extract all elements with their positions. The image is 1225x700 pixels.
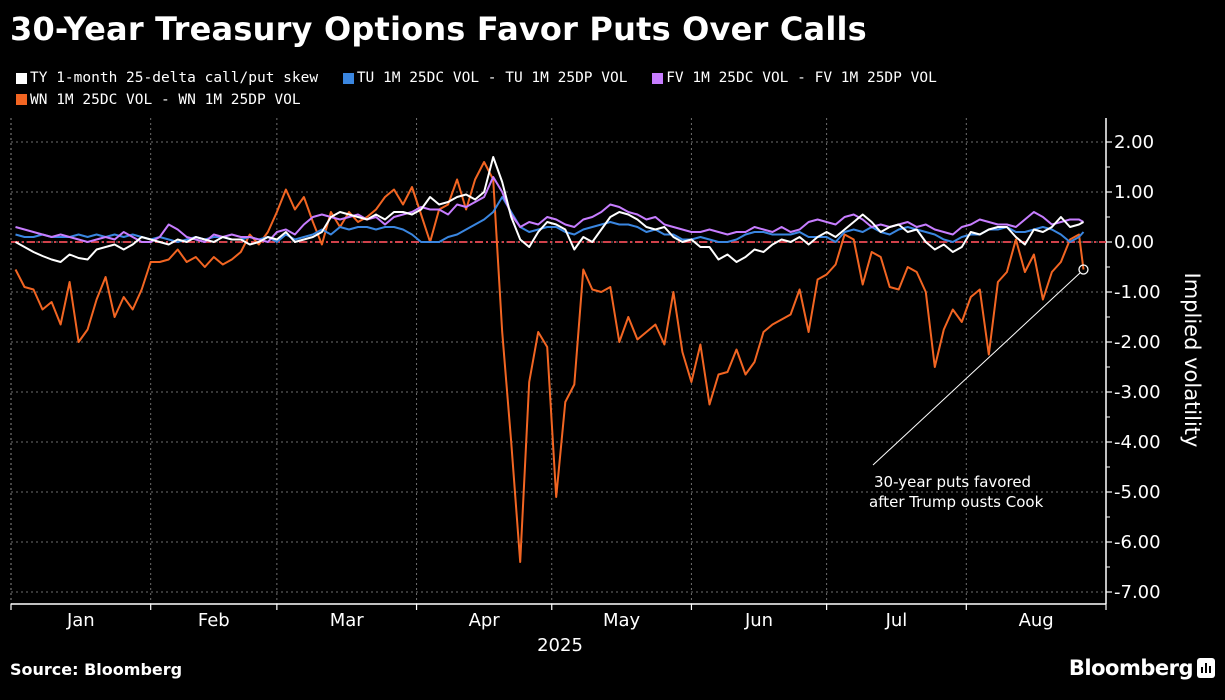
legend-label-tu: TU 1M 25DC VOL - TU 1M 25DP VOL <box>356 70 628 86</box>
y-axis-label: Implied volatility <box>1180 273 1204 448</box>
x-tick-label: May <box>603 610 641 631</box>
legend-swatch-fv <box>652 72 664 84</box>
x-tick-label: Aug <box>1019 610 1054 631</box>
annotation-marker <box>1078 264 1089 275</box>
series-lines <box>14 156 1085 563</box>
series-line-tu <box>15 196 1085 243</box>
legend-label-fv: FV 1M 25DC VOL - FV 1M 25DP VOL <box>666 70 937 86</box>
y-tick-label: 0.00 <box>1114 232 1154 253</box>
y-axis-ticks: 2.00 1.00 0.00 -1.00 -2.00 -3.00 -4.00 -5.00 -6.… <box>1106 132 1161 603</box>
y-tick-label: 1.00 <box>1114 182 1154 203</box>
x-tick-label: Jan <box>66 610 95 631</box>
grid-lines <box>10 118 1106 604</box>
x-tick-label: Apr <box>469 610 501 631</box>
y-tick-label: -5.00 <box>1114 482 1161 503</box>
legend-swatch-wn <box>16 94 27 105</box>
chart-title: 30-Year Treasury Options Favor Puts Over… <box>10 10 867 48</box>
source-note: Source: Bloomberg <box>10 660 183 679</box>
series-line-wn <box>14 161 1085 563</box>
legend-item-tu: TU 1M 25DC VOL - TU 1M 25DP VOL <box>342 68 628 88</box>
legend-swatch-tu <box>342 72 354 84</box>
annotation-text-line1: 30-year puts favored <box>874 473 1031 491</box>
series-line-fv <box>15 176 1084 243</box>
x-tick-label: Jul <box>885 610 908 631</box>
legend-label-wn: WN 1M 25DC VOL - WN 1M 25DP VOL <box>30 91 301 108</box>
annotation-leader-line <box>872 272 1081 466</box>
legend-item-ty: TY 1-month 25-delta call/put skew <box>16 68 318 88</box>
legend-item-wn: WN 1M 25DC VOL - WN 1M 25DP VOL <box>16 90 301 110</box>
annotation: 30-year puts favored after Trump ousts C… <box>869 264 1089 511</box>
y-tick-label: -3.00 <box>1114 382 1161 403</box>
y-tick-label: -1.00 <box>1114 282 1161 303</box>
legend-label-ty: TY 1-month 25-delta call/put skew <box>30 70 319 86</box>
legend-item-fv: FV 1M 25DC VOL - FV 1M 25DP VOL <box>652 68 937 88</box>
x-tick-label: Feb <box>198 610 230 631</box>
legend: TY 1-month 25-delta call/put skew TU 1M … <box>16 68 1116 111</box>
y-tick-label: -2.00 <box>1114 332 1161 353</box>
y-tick-label: -7.00 <box>1114 582 1161 603</box>
x-axis-ticks: Jan Feb Mar Apr May Jun Jul Aug <box>10 604 1054 631</box>
x-axis-year-label: 2025 <box>537 635 583 656</box>
x-tick-label: Jun <box>744 610 773 631</box>
series-line-ty <box>15 156 1084 263</box>
axes <box>11 118 1107 610</box>
x-tick-label: Mar <box>330 610 365 631</box>
y-tick-label: -4.00 <box>1114 432 1161 453</box>
bloomberg-logo: Bloomberg <box>1068 656 1194 680</box>
y-tick-label: -6.00 <box>1114 532 1161 553</box>
bloomberg-chart-icon <box>1197 658 1215 678</box>
annotation-text-line2: after Trump ousts Cook <box>869 493 1044 511</box>
legend-swatch-ty <box>16 72 27 84</box>
y-tick-label: 2.00 <box>1114 132 1154 153</box>
